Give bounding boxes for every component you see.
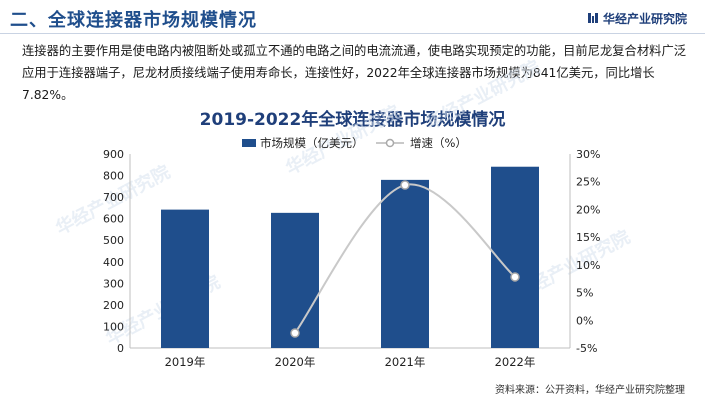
legend-marker-line [385, 138, 395, 148]
y-right-tick-label: 20% [576, 203, 600, 216]
bar [271, 212, 319, 348]
x-tick-label: 2019年 [165, 355, 206, 369]
line-point [290, 328, 300, 338]
y-left-tick-label: 400 [103, 256, 124, 269]
legend-label-line: 增速（%） [410, 136, 467, 150]
brand: 华经产业研究院 [587, 10, 687, 27]
source-note: 资料来源：公开资料，华经产业研究院整理 [495, 385, 685, 396]
y-left-tick-label: 900 [103, 148, 124, 161]
y-left-tick-label: 600 [103, 213, 124, 226]
y-left-tick-label: 200 [103, 299, 124, 312]
chart-title: 2019-2022年全球连接器市场规模情况 [199, 110, 506, 130]
y-left-tick-label: 0 [117, 342, 124, 355]
bar [491, 166, 539, 348]
intro-paragraph: 连接器的主要作用是使电路内被阻断处或孤立不通的电路之间的电流流通，使电路实现预定… [22, 44, 687, 102]
x-tick-label: 2020年 [275, 355, 316, 369]
y-left-tick-label: 100 [103, 320, 124, 333]
bar [381, 179, 429, 348]
brand-name: 华经产业研究院 [602, 12, 687, 26]
y-left-tick-label: 300 [103, 277, 124, 290]
watermark-text: 华经产业研究院 [422, 56, 544, 135]
header: 二、全球连接器市场规模情况 华经产业研究院 [0, 0, 705, 36]
x-tick-label: 2022年 [495, 355, 536, 369]
y-right-tick-label: 15% [576, 231, 600, 244]
y-right-tick-label: 25% [576, 176, 600, 189]
x-tick-label: 2021年 [385, 355, 426, 369]
y-right-tick-label: -5% [576, 342, 597, 355]
y-left-tick-label: 500 [103, 234, 124, 247]
line-point [510, 272, 520, 282]
legend-label-bar: 市场规模（亿美元） [260, 136, 364, 150]
y-right-tick-label: 0% [576, 314, 593, 327]
bar [161, 209, 209, 348]
legend-swatch-bar [242, 139, 256, 147]
page-title: 二、全球连接器市场规模情况 [10, 10, 257, 31]
y-right-tick-label: 5% [576, 287, 593, 300]
y-left-tick-label: 800 [103, 170, 124, 183]
brand-logo-icon [587, 13, 598, 23]
y-right-tick-label: 30% [576, 148, 600, 161]
y-right-tick-label: 10% [576, 259, 600, 272]
y-left-tick-label: 700 [103, 191, 124, 204]
header-divider [0, 33, 705, 34]
line-point [400, 180, 410, 190]
